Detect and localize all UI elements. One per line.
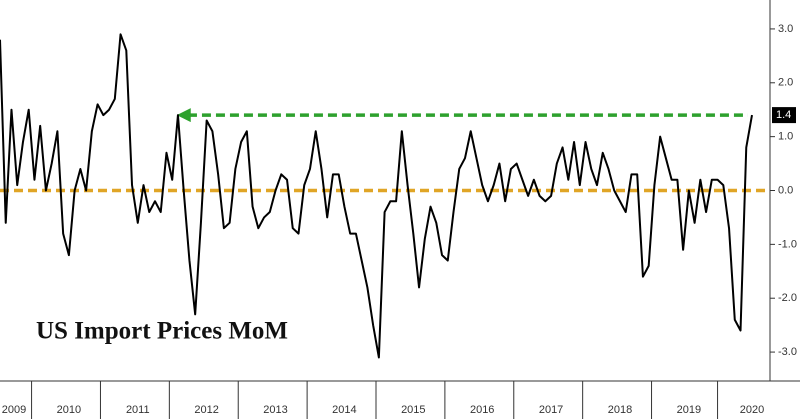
x-tick-label: 2012 <box>194 404 218 416</box>
x-tick-label: 2017 <box>539 404 563 416</box>
x-tick-label: 2011 <box>126 404 150 416</box>
y-tick-label: -2.0 <box>778 292 797 304</box>
chart-title: US Import Prices MoM <box>36 318 288 345</box>
x-tick-label: 2010 <box>57 404 81 416</box>
y-tick-label: -1.0 <box>778 238 797 250</box>
x-tick-label: 2009 <box>2 404 26 416</box>
x-tick-label: 2015 <box>401 404 425 416</box>
y-tick-label: 0.0 <box>778 184 793 196</box>
value-label: 1.4 <box>776 109 791 121</box>
y-tick-label: 1.0 <box>778 131 793 143</box>
x-tick-label: 2019 <box>677 404 701 416</box>
y-tick-label: 3.0 <box>778 23 793 35</box>
x-tick-label: 2018 <box>608 404 632 416</box>
x-tick-label: 2020 <box>740 404 764 416</box>
y-tick-label: -3.0 <box>778 346 797 358</box>
x-tick-label: 2016 <box>470 404 494 416</box>
x-tick-label: 2014 <box>332 404 356 416</box>
x-tick-label: 2013 <box>263 404 287 416</box>
y-tick-label: 2.0 <box>778 77 793 89</box>
series-line <box>0 33 753 359</box>
value-label-box <box>772 107 796 124</box>
